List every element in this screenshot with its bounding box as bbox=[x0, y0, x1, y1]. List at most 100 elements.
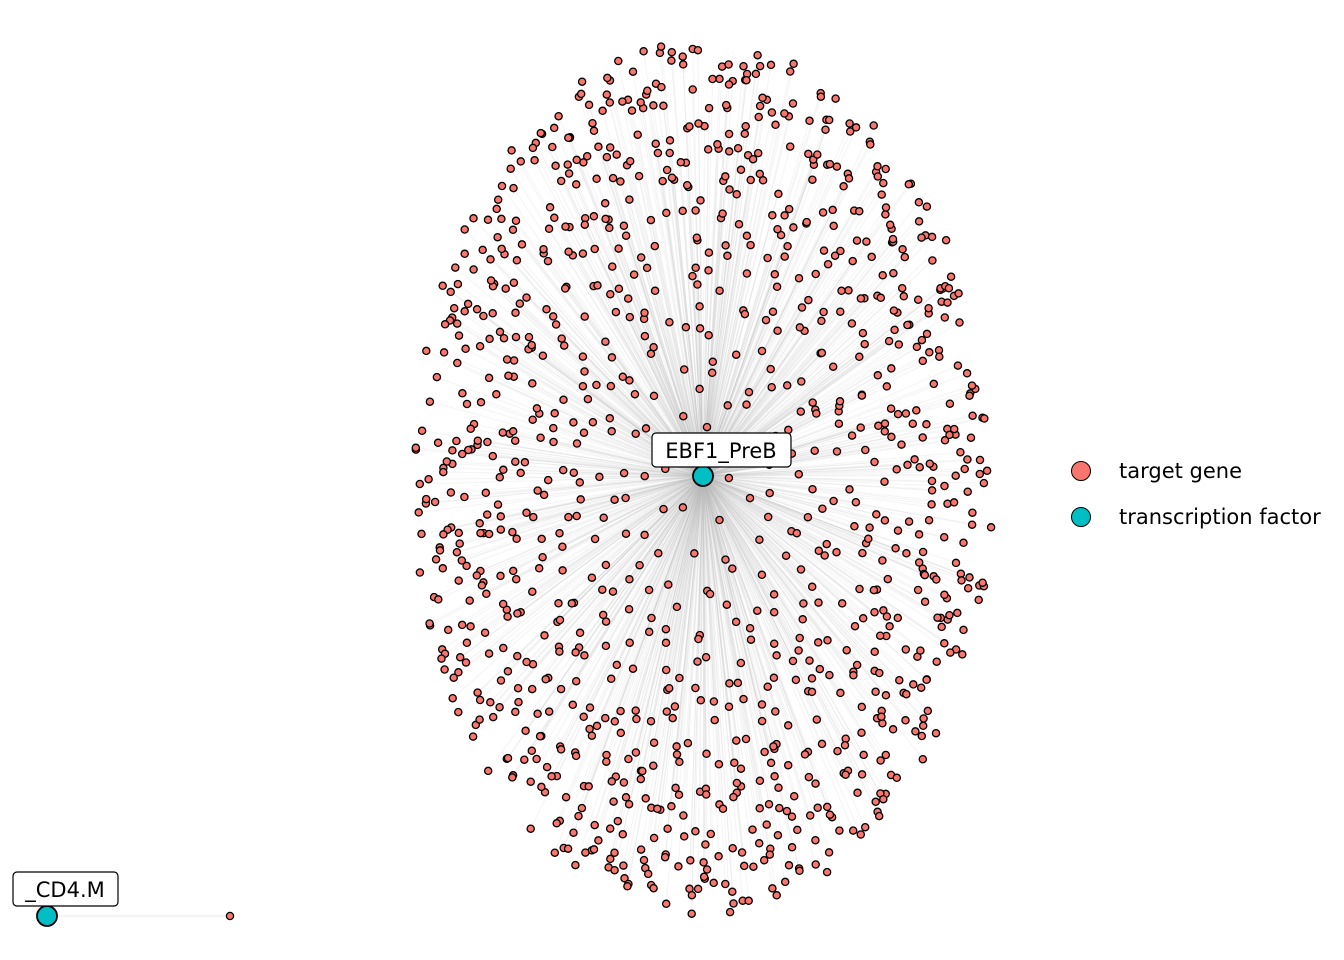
target-gene-node[interactable] bbox=[639, 855, 649, 865]
target-gene-node[interactable] bbox=[641, 424, 651, 433]
target-gene-node[interactable] bbox=[499, 643, 508, 653]
target-gene-node[interactable] bbox=[592, 174, 601, 184]
target-gene-node[interactable] bbox=[606, 854, 615, 864]
target-gene-node[interactable] bbox=[797, 377, 806, 386]
target-gene-node[interactable] bbox=[709, 697, 719, 706]
target-gene-node[interactable] bbox=[557, 334, 566, 343]
target-gene-node[interactable] bbox=[793, 825, 802, 835]
target-gene-node[interactable] bbox=[807, 582, 817, 592]
target-gene-node[interactable] bbox=[802, 217, 811, 227]
target-gene-node[interactable] bbox=[966, 433, 976, 442]
target-gene-node[interactable] bbox=[610, 865, 619, 875]
target-gene-node[interactable] bbox=[466, 424, 475, 434]
target-gene-node[interactable] bbox=[830, 251, 840, 260]
target-gene-node[interactable] bbox=[654, 548, 663, 558]
target-gene-node[interactable] bbox=[540, 631, 549, 640]
target-gene-node[interactable] bbox=[982, 466, 992, 476]
target-gene-node[interactable] bbox=[646, 215, 656, 225]
target-gene-node[interactable] bbox=[517, 240, 527, 249]
target-gene-node[interactable] bbox=[578, 381, 588, 391]
target-gene-node[interactable] bbox=[575, 478, 585, 487]
hub-node-ebf1-preb[interactable] bbox=[692, 465, 714, 487]
target-gene-node[interactable] bbox=[468, 732, 478, 741]
target-gene-node[interactable] bbox=[782, 806, 792, 816]
target-gene-node[interactable] bbox=[917, 335, 927, 345]
target-gene-node[interactable] bbox=[688, 271, 697, 281]
target-gene-node[interactable] bbox=[449, 303, 459, 313]
target-gene-node[interactable] bbox=[840, 740, 850, 750]
target-gene-node[interactable] bbox=[633, 130, 642, 139]
target-gene-node[interactable] bbox=[625, 638, 634, 647]
target-gene-node[interactable] bbox=[708, 74, 717, 84]
target-gene-node[interactable] bbox=[580, 220, 590, 229]
target-gene-node[interactable] bbox=[745, 623, 755, 633]
target-gene-node[interactable] bbox=[601, 641, 611, 651]
target-gene-node[interactable] bbox=[696, 196, 705, 205]
target-gene-node[interactable] bbox=[661, 899, 671, 909]
target-gene-node[interactable] bbox=[870, 647, 879, 657]
target-gene-node[interactable] bbox=[528, 143, 538, 153]
target-gene-node[interactable] bbox=[909, 680, 918, 689]
target-gene-node[interactable] bbox=[795, 323, 805, 332]
target-gene-node[interactable] bbox=[940, 313, 950, 322]
target-gene-node[interactable] bbox=[532, 754, 541, 764]
target-gene-node[interactable] bbox=[746, 240, 755, 250]
target-gene-node[interactable] bbox=[764, 799, 774, 809]
target-gene-node[interactable] bbox=[766, 758, 776, 768]
target-gene-node[interactable] bbox=[541, 675, 550, 684]
target-gene-node[interactable] bbox=[452, 547, 462, 557]
target-gene-node[interactable] bbox=[814, 598, 823, 607]
target-gene-node[interactable] bbox=[858, 328, 868, 338]
target-gene-node[interactable] bbox=[618, 372, 628, 382]
target-gene-node[interactable] bbox=[817, 739, 827, 749]
target-gene-node[interactable] bbox=[918, 433, 927, 442]
target-gene-node[interactable] bbox=[815, 664, 825, 674]
target-gene-node[interactable] bbox=[476, 398, 486, 407]
target-gene-node[interactable] bbox=[636, 253, 646, 262]
target-gene-node[interactable] bbox=[625, 156, 635, 166]
target-gene-node[interactable] bbox=[924, 303, 933, 313]
target-gene-node[interactable] bbox=[671, 783, 680, 793]
target-gene-node[interactable] bbox=[911, 727, 920, 736]
target-gene-node[interactable] bbox=[536, 433, 545, 442]
target-gene-node[interactable] bbox=[814, 546, 824, 556]
target-gene-node[interactable] bbox=[681, 323, 691, 332]
target-gene-node[interactable] bbox=[708, 357, 718, 367]
target-gene-node[interactable] bbox=[608, 173, 618, 183]
target-gene-node[interactable] bbox=[822, 539, 831, 549]
target-gene-node[interactable] bbox=[888, 234, 898, 244]
target-gene-node[interactable] bbox=[650, 241, 660, 251]
target-gene-node[interactable] bbox=[564, 133, 573, 143]
target-gene-node[interactable] bbox=[928, 256, 937, 265]
target-gene-node[interactable] bbox=[839, 182, 848, 191]
target-gene-node[interactable] bbox=[880, 477, 889, 486]
target-gene-node[interactable] bbox=[502, 355, 512, 364]
target-gene-node[interactable] bbox=[530, 156, 539, 165]
target-gene-node[interactable] bbox=[882, 612, 892, 621]
target-gene-node[interactable] bbox=[940, 481, 949, 491]
target-gene-node[interactable] bbox=[788, 99, 798, 108]
target-gene-node[interactable] bbox=[922, 675, 931, 685]
target-gene-node[interactable] bbox=[422, 346, 431, 356]
target-gene-node[interactable] bbox=[941, 235, 951, 245]
target-gene-node[interactable] bbox=[755, 169, 765, 179]
target-gene-node[interactable] bbox=[482, 510, 492, 519]
target-gene-node[interactable] bbox=[563, 844, 573, 853]
target-gene-node[interactable] bbox=[463, 299, 473, 309]
target-gene-node[interactable] bbox=[638, 766, 647, 776]
target-gene-node[interactable] bbox=[715, 74, 724, 84]
target-gene-node[interactable] bbox=[484, 649, 494, 658]
target-gene-node[interactable] bbox=[922, 420, 931, 429]
target-gene-node[interactable] bbox=[612, 150, 621, 159]
target-gene-node[interactable] bbox=[431, 555, 441, 564]
target-gene-node[interactable] bbox=[508, 773, 517, 782]
target-gene-node[interactable] bbox=[496, 525, 506, 534]
target-gene-node[interactable] bbox=[556, 684, 566, 694]
target-gene-node[interactable] bbox=[828, 362, 838, 371]
target-gene-node[interactable] bbox=[533, 709, 542, 719]
target-gene-node[interactable] bbox=[611, 307, 621, 317]
target-gene-node[interactable] bbox=[528, 379, 537, 388]
target-gene-node[interactable] bbox=[640, 331, 650, 341]
target-gene-node[interactable] bbox=[899, 292, 909, 301]
target-gene-node[interactable] bbox=[559, 341, 569, 350]
